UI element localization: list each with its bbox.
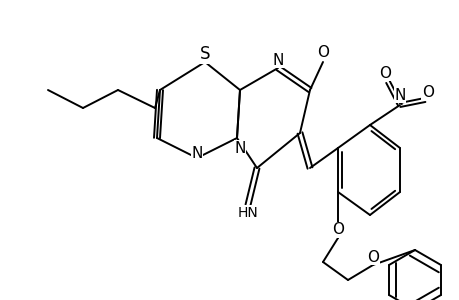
Text: N: N [234, 140, 245, 155]
Text: S: S [199, 45, 210, 63]
Text: N: N [272, 52, 283, 68]
Text: HN: HN [237, 206, 258, 220]
Text: O: O [331, 223, 343, 238]
Text: O: O [378, 65, 390, 80]
Text: N: N [191, 146, 202, 160]
Text: N: N [393, 88, 405, 103]
Text: O: O [366, 250, 378, 265]
Text: O: O [316, 44, 328, 59]
Text: O: O [421, 85, 433, 100]
